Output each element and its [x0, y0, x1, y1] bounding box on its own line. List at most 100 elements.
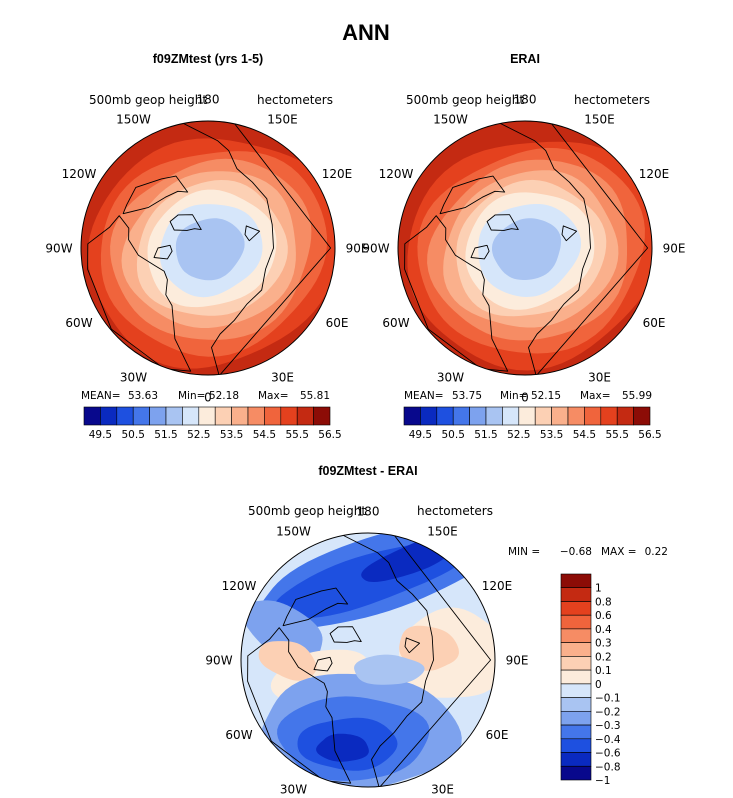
colorbar-swatch	[633, 406, 651, 426]
stat-mean-value-model: 53.63	[128, 390, 158, 402]
lon-label: 30W	[120, 371, 147, 385]
stat-mean-value-reanalysis: 53.75	[452, 390, 482, 402]
coastline	[87, 215, 192, 372]
colorbar-tick-label: 0.2	[595, 651, 612, 663]
coastline	[169, 214, 202, 231]
colorbar-tick-label: −0.8	[595, 761, 621, 773]
colorbar-model: 49.5 50.5 51.5 52.5 53.5 54.5 55.5 56.5	[83, 406, 342, 441]
colorbar-tick-label: 52.5	[187, 429, 210, 441]
colorbar-tick-label: 0.1	[595, 665, 612, 677]
lon-label: 90E	[346, 242, 369, 256]
lon-label: 180	[357, 505, 380, 519]
colorbar-tick-label: 0.8	[595, 597, 612, 609]
coastline	[470, 244, 490, 260]
colorbar-tick-label: 49.5	[89, 429, 112, 441]
colorbar-swatch	[560, 738, 592, 753]
lon-label: 120E	[482, 579, 513, 593]
colorbar-tick-label: 51.5	[154, 429, 177, 441]
lon-labels-model: 180 150E 120E 90E 60E 30E 0 30W 60W 90W 120W 150W	[45, 93, 368, 405]
stat-max-label-reanalysis: Max=	[580, 390, 611, 402]
panel-reanalysis-units-label: hectometers	[574, 93, 650, 107]
colorbar-swatch	[560, 765, 592, 781]
lon-label: 90E	[663, 242, 686, 256]
colorbar-tick-label: 53.5	[540, 429, 563, 441]
lon-label: 150W	[116, 113, 151, 127]
colorbar-swatch	[420, 406, 438, 426]
colorbar-tick-label: −1	[595, 775, 610, 787]
stat-mean-label-model: MEAN=	[81, 390, 121, 402]
colorbar-tick-label: 51.5	[474, 429, 497, 441]
map-border-difference	[240, 532, 496, 788]
height-band	[175, 218, 245, 281]
colorbar-tick-label: 0.3	[595, 638, 612, 650]
colorbar-swatch	[560, 683, 592, 698]
colorbar-swatch	[560, 669, 592, 685]
colorbar-tick-label: 55.5	[286, 429, 309, 441]
stat-max-label-model: Max=	[258, 390, 289, 402]
colorbar-tick-label: 56.5	[318, 429, 341, 441]
polar-map-model	[81, 121, 335, 375]
colorbar-swatch	[165, 406, 183, 426]
panel-model-units-label: hectometers	[257, 93, 333, 107]
lon-labels-reanalysis: 180 150E 120E 90E 60E 30E 0 30W 60W 90W 120W 150W	[362, 93, 685, 405]
colorbar-difference: 1 0.80.6 0.4 0.30.2 0.1 0 −0.1−0.2 −0.3 −0.4 −0.6…	[560, 573, 621, 787]
panel-model: f09ZMtest (yrs 1-5) 500mb geop height he…	[45, 52, 368, 441]
colorbar-swatch	[214, 406, 232, 426]
colorbar-tick-label: 50.5	[122, 429, 145, 441]
colorbar-swatch	[560, 587, 592, 602]
colorbar-swatch	[560, 710, 592, 726]
lon-label: 150W	[433, 113, 468, 127]
coastline	[180, 121, 332, 375]
colorbar-swatch	[198, 406, 216, 426]
colorbar-tick-label: 55.5	[606, 429, 629, 441]
colorbar-swatch	[560, 573, 592, 588]
colorbar-swatch	[560, 642, 592, 657]
colorbar-swatch	[560, 614, 592, 630]
anomaly-band	[316, 733, 369, 762]
colorbar-swatch	[182, 406, 200, 426]
colorbar-swatch	[247, 406, 265, 426]
colorbar-tick-label: 54.5	[573, 429, 596, 441]
panel-model-field-label: 500mb geop height	[89, 93, 207, 107]
panel-difference: f09ZMtest - ERAI 500mb geop height hecto…	[205, 464, 668, 797]
coastline	[561, 225, 578, 242]
lon-label: 60W	[382, 316, 409, 330]
panel-reanalysis: ERAI 500mb geop height hectometers 180 15…	[362, 52, 685, 441]
map-border-reanalysis	[397, 120, 653, 376]
colorbar-tick-label: −0.6	[595, 748, 621, 760]
colorbar-tick-label: 0.4	[595, 624, 612, 636]
coastline	[439, 175, 506, 215]
colorbar-swatch	[560, 628, 592, 643]
colorbar-swatch	[280, 406, 298, 426]
colorbar-swatch	[403, 406, 421, 426]
colorbar-tick-label: 0	[595, 679, 602, 691]
diff-max-value: 0.22	[645, 546, 668, 558]
lon-label: 90E	[506, 654, 529, 668]
lon-label: 120E	[639, 167, 670, 181]
colorbar-swatch	[502, 406, 520, 426]
stat-min-label-model: Min=	[178, 390, 205, 402]
colorbar-swatch	[313, 406, 331, 426]
colorbar-swatch	[616, 406, 634, 426]
lon-label: 90W	[205, 654, 232, 668]
diff-min-value: −0.68	[560, 546, 592, 558]
coastline	[153, 244, 173, 260]
panel-difference-field-label: 500mb geop height	[248, 504, 366, 518]
diff-max-label: MAX =	[601, 546, 637, 558]
lon-label: 30W	[437, 371, 464, 385]
lon-label: 0	[204, 391, 212, 405]
lon-label: 150W	[276, 525, 311, 539]
colorbar-tick-label: −0.2	[595, 706, 621, 718]
coastline	[486, 214, 519, 231]
colorbar-swatch	[231, 406, 249, 426]
colorbar-swatch	[551, 406, 569, 426]
stat-min-value-reanalysis: 52.15	[531, 390, 561, 402]
colorbar-swatch	[584, 406, 602, 426]
panel-difference-title: f09ZMtest - ERAI	[318, 464, 417, 478]
lon-label: 60E	[326, 316, 349, 330]
colorbar-tick-label: 0.6	[595, 610, 612, 622]
anomaly-band	[354, 654, 425, 685]
colorbar-swatch	[560, 656, 592, 671]
coastline	[340, 533, 492, 787]
